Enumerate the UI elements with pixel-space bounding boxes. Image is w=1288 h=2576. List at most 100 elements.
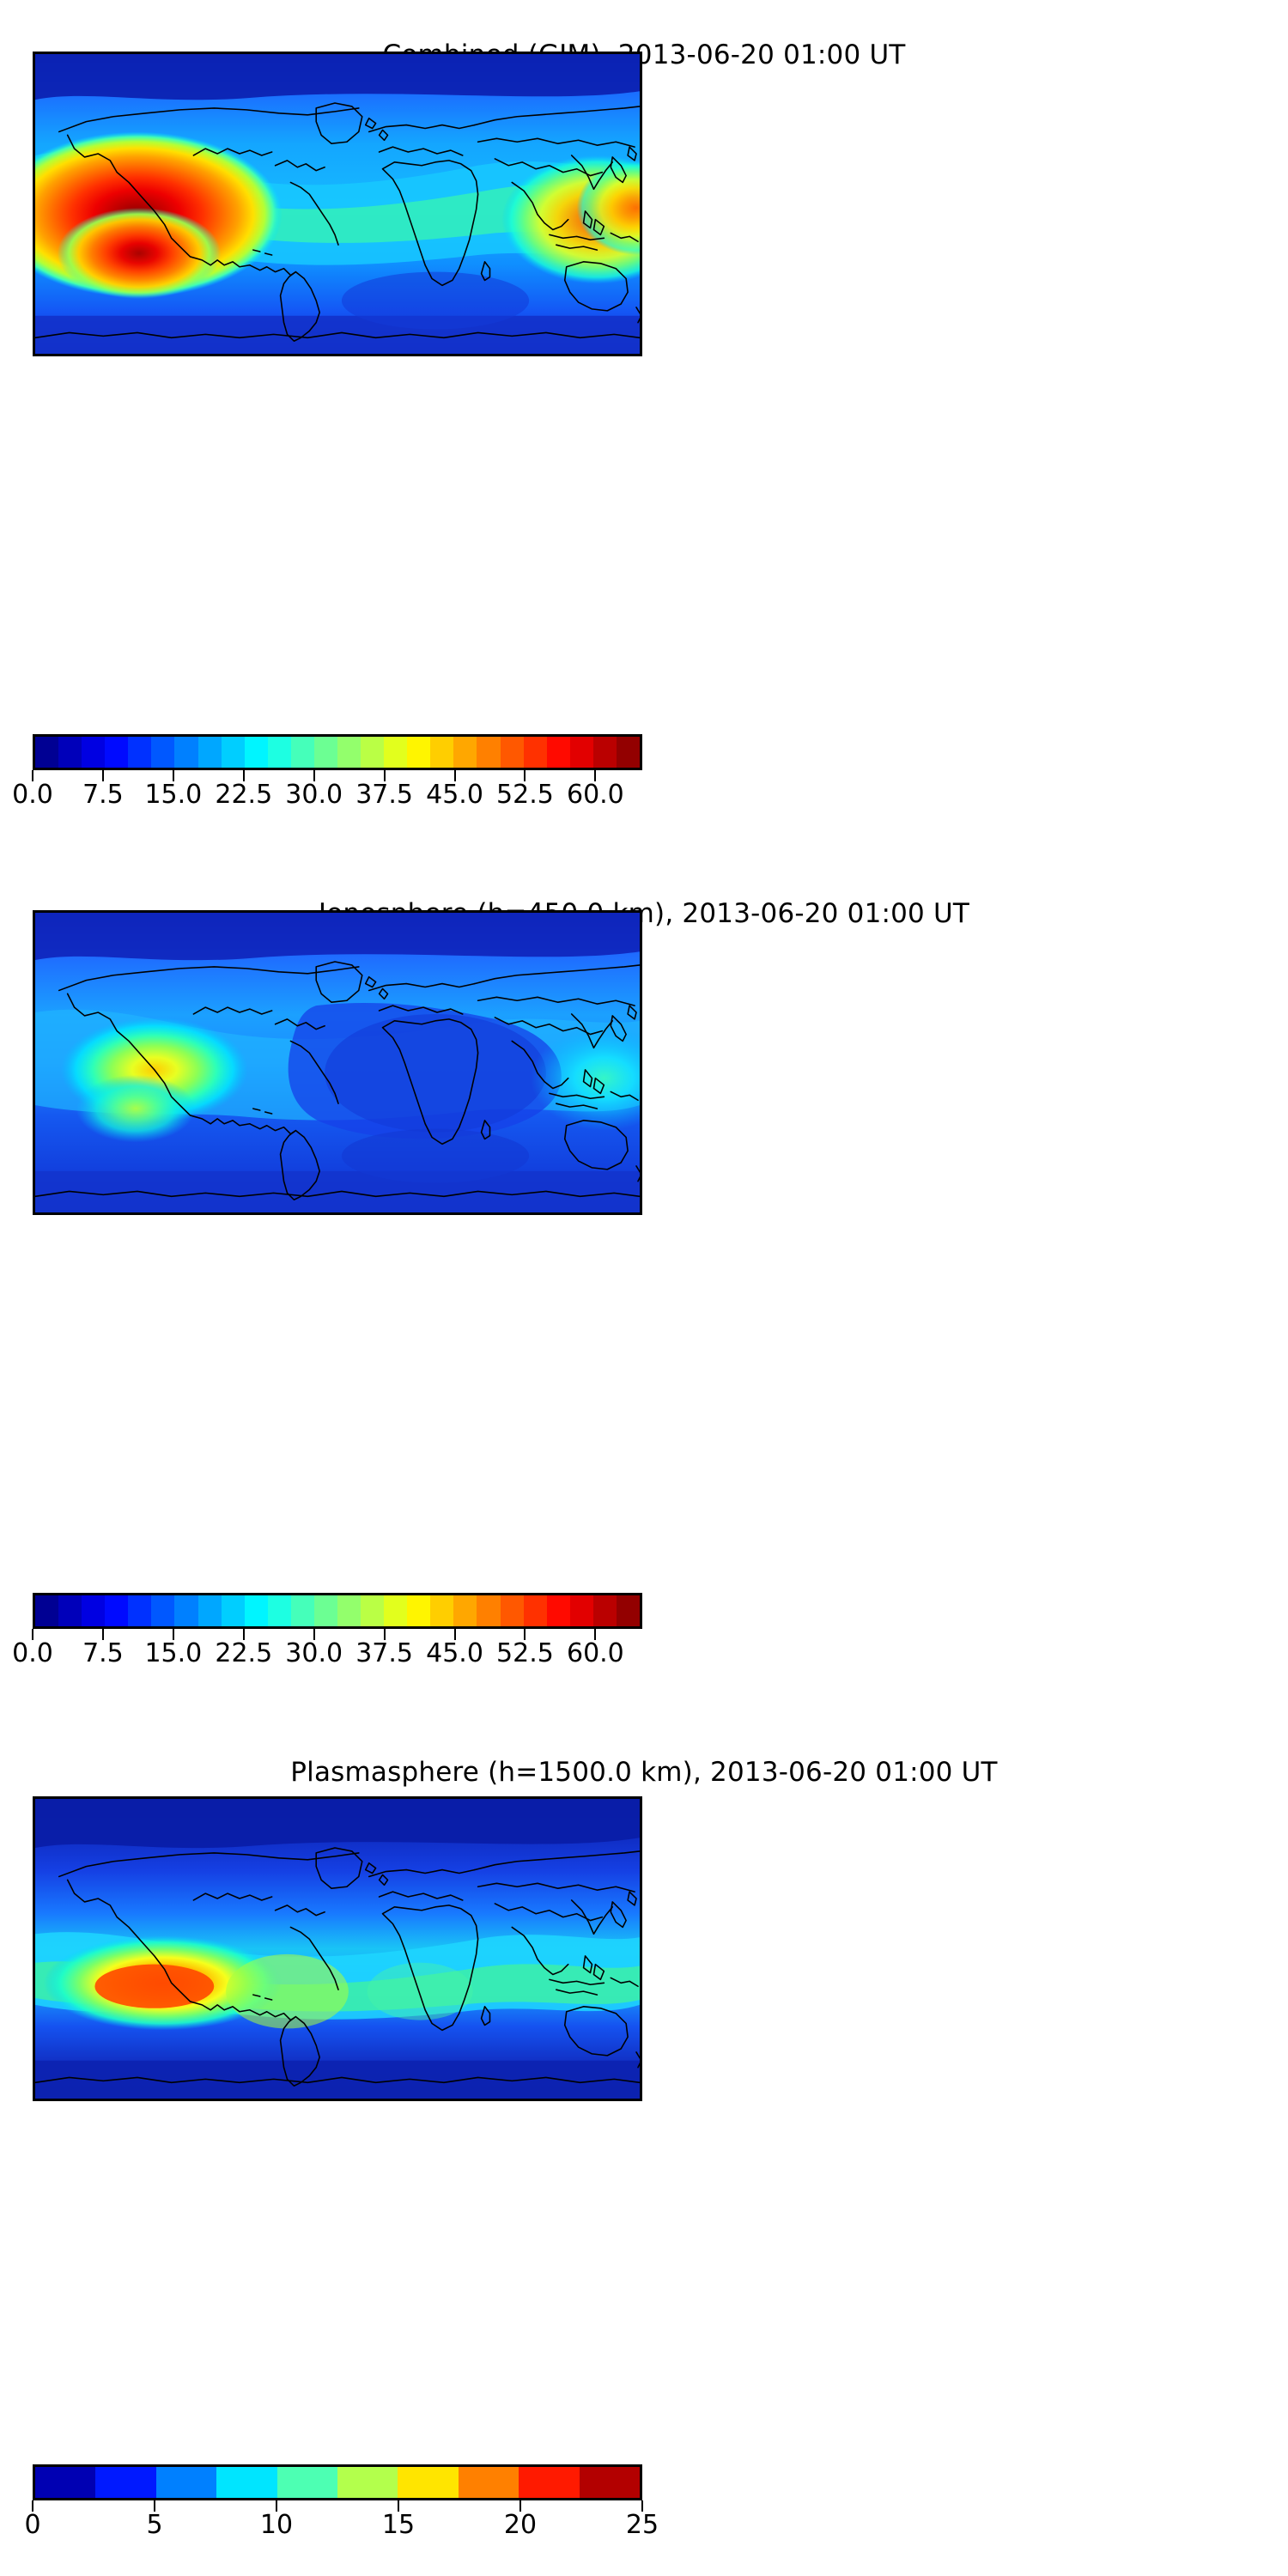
colorbar-tick-mark — [641, 2500, 643, 2512]
colorbar-tick-label: 45.0 — [426, 1638, 483, 1668]
colorbar-tick-mark — [313, 1629, 315, 1640]
colorbar-segment — [458, 2467, 519, 2498]
colorbar-segment — [569, 1595, 593, 1626]
colorbar-segment — [398, 2467, 459, 2498]
colorbar-tick-label: 0.0 — [12, 780, 53, 810]
colorbar-segment — [384, 1595, 408, 1626]
colorbar-segment — [155, 2467, 217, 2498]
colorbar-segment — [244, 737, 268, 768]
colorbar-segment — [290, 737, 314, 768]
colorbar-segment — [519, 2467, 580, 2498]
colorbar-segment — [616, 1595, 640, 1626]
colorbar-segment — [221, 737, 245, 768]
colorbar-tick-label: 22.5 — [215, 780, 273, 810]
colorbar-segment — [407, 737, 431, 768]
colorbar-tick-mark — [276, 2500, 277, 2512]
colorbar-segment — [58, 1595, 82, 1626]
colorbar-segment — [105, 1595, 129, 1626]
colorbar-tick-label: 37.5 — [355, 780, 414, 810]
colorbar-tick-label: 37.5 — [355, 1638, 414, 1668]
colorbar-tick-label: 25 — [625, 2510, 659, 2540]
colorbar-tick-mark — [453, 1629, 456, 1640]
colorbar-tick-label: 52.5 — [496, 780, 554, 810]
colorbar-segment — [35, 1595, 59, 1626]
colorbar-segment — [592, 737, 617, 768]
colorbar-segment — [477, 737, 501, 768]
colorbar-segment — [267, 737, 291, 768]
colorbar-tick-mark — [383, 1629, 386, 1640]
colorbar-tick-mark — [594, 1629, 597, 1640]
colorbar-segment — [361, 1595, 385, 1626]
colorbar-tick-mark — [313, 770, 315, 781]
colorbar-tick-mark — [101, 1629, 104, 1640]
panel-title-plasmasphere: Plasmasphere (h=1500.0 km), 2013-06-20 0… — [290, 1757, 998, 1788]
colorbar-tick-label: 0 — [24, 2510, 41, 2540]
colorbar-segment — [128, 737, 152, 768]
colorbar-segment — [384, 737, 408, 768]
colorbar-segment — [197, 737, 222, 768]
colorbar-segment — [430, 737, 454, 768]
colorbar-tick-mark — [453, 770, 456, 781]
colorbar-tick-label: 5 — [146, 2510, 163, 2540]
colorbar-segment — [407, 1595, 431, 1626]
colorbar-segment — [569, 737, 593, 768]
colorbar-tick-label: 20 — [503, 2510, 538, 2540]
colorbar-combined-gim — [33, 734, 642, 770]
colorbar-segment — [546, 1595, 570, 1626]
colorbar-segment — [82, 737, 106, 768]
colorbar-tick-mark — [383, 770, 386, 781]
colorbar-tick-mark — [172, 1629, 174, 1640]
colorbar-tick-mark — [594, 770, 597, 781]
colorbar-segment — [174, 1595, 198, 1626]
colorbar-segment — [290, 1595, 314, 1626]
colorbar-tick-mark — [524, 770, 526, 781]
colorbar-tick-label: 0.0 — [12, 1638, 53, 1668]
colorbar-tick-mark — [172, 770, 174, 781]
colorbar-tick-mark — [242, 1629, 245, 1640]
colorbar-segment — [105, 737, 129, 768]
colorbar-tick-label: 45.0 — [426, 780, 483, 810]
panel-plasmasphere: Plasmasphere (h=1500.0 km), 2013-06-20 0… — [0, 1717, 1288, 2576]
colorbar-segment — [337, 737, 361, 768]
colorbar-segment — [151, 1595, 175, 1626]
colorbar-segment — [361, 737, 385, 768]
colorbar-tick-label: 15 — [381, 2510, 416, 2540]
map-axes-ionosphere — [33, 910, 642, 1215]
colorbar-segment — [128, 1595, 152, 1626]
colorbar-tick-mark — [32, 2500, 33, 2512]
colorbar-tick-label: 60.0 — [566, 780, 624, 810]
colorbar-segment — [453, 1595, 477, 1626]
colorbar-tick-mark — [32, 1629, 33, 1640]
map-axes-combined-gim — [33, 52, 642, 356]
colorbar-tick-mark — [32, 770, 33, 781]
colorbar-ticks-combined-gim: 0.0 7.5 15.0 22.5 30.0 37.5 45.0 52.5 60.0 — [12, 770, 642, 808]
colorbar-tick-mark — [242, 770, 245, 781]
colorbar-tick-mark — [524, 1629, 526, 1640]
colorbar-segment — [313, 737, 338, 768]
colorbar-segment — [579, 2467, 640, 2498]
colorbar-segment — [221, 1595, 245, 1626]
tec-contour-field-plasmasphere — [35, 1799, 640, 2099]
colorbar-ionosphere — [33, 1593, 642, 1629]
colorbar-segment — [95, 2467, 156, 2498]
colorbar-tick-label: 30.0 — [285, 1638, 343, 1668]
colorbar-tick-mark — [101, 770, 104, 781]
colorbar-ticks-ionosphere: 0.0 7.5 15.0 22.5 30.0 37.5 45.0 52.5 60.0 — [12, 1629, 642, 1667]
colorbar-tick-label: 30.0 — [285, 780, 343, 810]
colorbar-tick-label: 60.0 — [566, 1638, 624, 1668]
colorbar-segment — [35, 737, 59, 768]
colorbar-segment — [267, 1595, 291, 1626]
colorbar-segment — [592, 1595, 617, 1626]
tec-contour-field-combined — [35, 54, 640, 354]
colorbar-segment — [337, 2467, 398, 2498]
colorbar-segment — [523, 1595, 547, 1626]
colorbar-tick-label: 52.5 — [496, 1638, 554, 1668]
colorbar-tick-mark — [154, 2500, 155, 2512]
colorbar-segment — [337, 1595, 361, 1626]
colorbar-segment — [477, 1595, 501, 1626]
colorbar-segment — [82, 1595, 106, 1626]
colorbar-tick-label: 10 — [259, 2510, 294, 2540]
colorbar-segment — [174, 737, 198, 768]
colorbar-segment — [244, 1595, 268, 1626]
